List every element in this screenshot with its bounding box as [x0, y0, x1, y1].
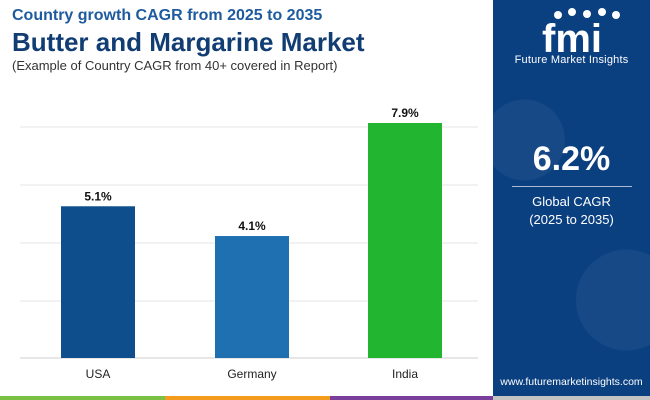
chart-note: (Example of Country CAGR from 40+ covere… — [12, 58, 338, 73]
data-label-usa: 5.1% — [84, 189, 112, 203]
chart-subtitle: Country growth CAGR from 2025 to 2035 — [12, 7, 323, 24]
website-link[interactable]: www.futuremarketinsights.com — [500, 376, 643, 388]
footer-segment — [493, 396, 650, 400]
logo-text: Future Market Insights — [514, 54, 629, 66]
data-label-germany: 4.1% — [238, 219, 266, 233]
bar-usa — [61, 206, 135, 358]
global-cagr-period: (2025 to 2035) — [529, 212, 614, 227]
global-cagr-value: 6.2% — [532, 140, 611, 178]
footer-segment — [330, 396, 493, 400]
global-cagr-box: 6.2% Global CAGR (2025 to 2035) — [493, 140, 650, 229]
sidebar-panel: fmi Future Market Insights 6.2% Global C… — [493, 0, 650, 400]
bar-chart: 5.1% USA 4.1% Germany 7.9% India — [20, 106, 478, 381]
bar-germany — [215, 236, 289, 358]
chart-title: Butter and Margarine Market — [12, 27, 365, 57]
x-tick-label-usa: USA — [86, 367, 111, 381]
fmi-logo: fmi Future Market Insights — [493, 6, 650, 66]
footer-segment — [165, 396, 330, 400]
footer-segment — [0, 396, 165, 400]
logo-wordmark: fmi — [542, 17, 602, 56]
chart-header: Country growth CAGR from 2025 to 2035 Bu… — [12, 6, 482, 74]
global-cagr-label: Global CAGR — [532, 194, 611, 209]
data-label-india: 7.9% — [391, 106, 419, 120]
fmi-logo-icon: fmi — [542, 8, 620, 56]
x-tick-label-india: India — [392, 367, 418, 381]
cagr-divider — [511, 186, 632, 187]
bar-india — [368, 122, 442, 358]
x-tick-label-germany: Germany — [227, 367, 276, 381]
